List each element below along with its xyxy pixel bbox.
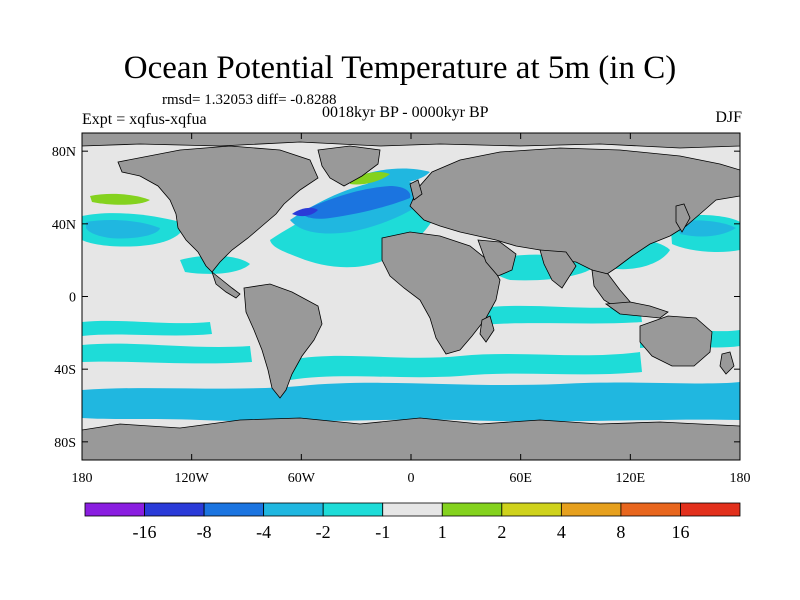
antarctica-land [82, 417, 740, 460]
indian-ocean-band [470, 305, 642, 326]
colorbar-label: 2 [497, 522, 506, 542]
west-pacific-deep-patch [676, 220, 736, 237]
colorbar-labels: -16 -8 -4 -2 -1 1 2 4 8 16 [133, 522, 690, 542]
season-label: DJF [715, 109, 742, 126]
period-label: 0018kyr BP - 0000kyr BP [322, 104, 489, 121]
colorbar-swatch [560, 502, 622, 517]
lon-tick-label: 180 [730, 471, 751, 486]
north-atlantic-coldest [292, 207, 318, 217]
colorbar-label: -16 [133, 522, 157, 542]
colorbar-swatch [322, 502, 384, 517]
colorbar-label: 1 [438, 522, 447, 542]
north-pacific-warm [90, 193, 150, 205]
colorbar-swatch [441, 502, 503, 517]
lon-tick-label: 120W [175, 471, 210, 486]
chart-title: Ocean Potential Temperature at 5m (in C) [123, 50, 677, 86]
india-land [539, 249, 577, 289]
north-pacific-deep-patch [86, 220, 160, 239]
north-atlantic-cold [300, 186, 411, 219]
anomaly-patches [82, 168, 740, 422]
lon-tick-label: 60W [288, 471, 316, 486]
map-panel [82, 133, 740, 460]
colorbar-swatch [620, 502, 681, 517]
latitude-axis: 80N 40N 0 40S 80S [52, 145, 740, 451]
colorbar [84, 502, 741, 517]
lon-tick-label: 180 [72, 471, 93, 486]
japan-land [675, 203, 691, 233]
lat-tick-label: 0 [69, 291, 76, 306]
africa-land [381, 231, 501, 355]
colorbar-swatch [84, 502, 145, 517]
australia-land [639, 315, 713, 367]
colorbar-label: 16 [671, 522, 689, 542]
colorbar-swatch [203, 502, 265, 517]
land-masses [82, 133, 740, 460]
madagascar-land [479, 315, 495, 343]
labrador-warm [350, 172, 390, 185]
colorbar-label: -4 [256, 522, 271, 542]
central-america-land [211, 270, 241, 299]
arctic-land-top [82, 133, 740, 149]
lat-tick-label: 80S [54, 436, 76, 451]
colorbar-label: 4 [557, 522, 566, 542]
arabia-land [477, 239, 517, 277]
colorbar-label: -1 [375, 522, 390, 542]
stats-label: rmsd= 1.32053 diff= -0.8288 [162, 92, 337, 108]
lon-tick-label: 60E [509, 471, 532, 486]
colorbar-swatch [680, 502, 741, 517]
lon-tick-label: 0 [408, 471, 415, 486]
uk-land [409, 179, 423, 201]
south-atlantic-band [290, 352, 642, 380]
eurasia-land [409, 147, 740, 277]
lat-tick-label: 80N [52, 145, 76, 160]
colorbar-label: 8 [616, 522, 625, 542]
colorbar-label: -2 [316, 522, 331, 542]
colorbar-swatch [263, 502, 324, 517]
experiment-label: Expt = xqfus-xqfua [82, 111, 207, 128]
longitude-axis: 180 120W 60W 0 60E 120E 180 [72, 133, 751, 486]
lon-tick-label: 120E [616, 471, 646, 486]
south-pacific-band [82, 343, 252, 364]
lat-tick-label: 40N [52, 218, 76, 233]
colorbar-label: -8 [197, 522, 212, 542]
north-america-land [117, 145, 319, 273]
indonesia-land [604, 301, 669, 319]
greenland-land [317, 145, 381, 187]
lat-tick-label: 40S [54, 363, 76, 378]
new-zealand-land [719, 351, 735, 375]
colorbar-swatch [144, 502, 205, 517]
colorbar-swatch [382, 502, 443, 517]
colorbar-swatch [501, 502, 562, 517]
south-america-land [243, 283, 323, 399]
southern-ocean-band [82, 382, 740, 422]
south-pacific-east-band [82, 320, 212, 336]
